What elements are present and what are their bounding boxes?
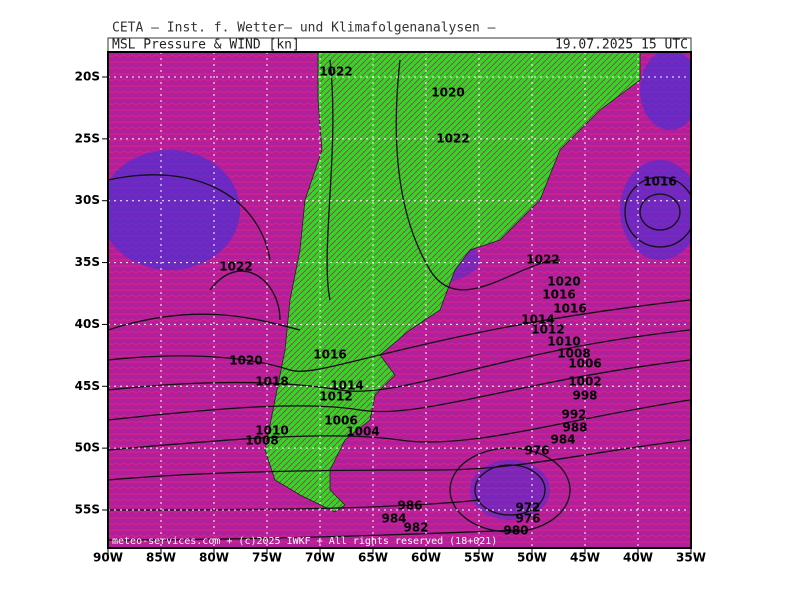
isobar-label: 1022 xyxy=(319,65,352,79)
isobar-label: 1020 xyxy=(229,354,262,368)
isobar-label: 1016 xyxy=(313,348,346,362)
calm-area xyxy=(470,460,550,520)
isobar-label: 1022 xyxy=(526,253,559,267)
calm-area xyxy=(108,150,240,270)
lon-tick-label: 60W xyxy=(411,551,441,565)
lat-tick-label: 25S xyxy=(75,131,100,145)
isobar-label: 976 xyxy=(524,444,549,458)
isobar-label: 972 xyxy=(515,501,540,515)
map-frame xyxy=(107,51,692,549)
lat-tick-label: 35S xyxy=(75,255,100,269)
lon-tick-label: 35W xyxy=(676,551,706,565)
lon-tick-label: 75W xyxy=(252,551,282,565)
isobar-label: 984 xyxy=(550,433,575,447)
lon-tick-label: 45W xyxy=(570,551,600,565)
isobar-label: 1008 xyxy=(557,347,590,361)
isobar-label: 1018 xyxy=(255,375,288,389)
valid-time: 19.07.2025 15 UTC xyxy=(555,38,688,53)
calm-area xyxy=(640,52,691,130)
isobar-label: 976 xyxy=(515,512,540,526)
lon-tick-label: 80W xyxy=(199,551,229,565)
isobar-label: 1016 xyxy=(553,302,586,316)
isobar-label: 1012 xyxy=(319,390,352,404)
product-label: MSL Pressure & WIND [kn] xyxy=(112,38,300,53)
isobar-label: 1008 xyxy=(245,434,278,448)
land xyxy=(264,52,641,513)
lon-tick-label: 70W xyxy=(305,551,335,565)
isobar-label: 1010 xyxy=(255,424,288,438)
isobar-label: 992 xyxy=(561,408,586,422)
isobar-label: 1004 xyxy=(346,425,379,439)
lon-tick-label: 85W xyxy=(146,551,176,565)
lat-tick-label: 40S xyxy=(75,317,100,331)
isobar-label: 1014 xyxy=(330,379,363,393)
isobar-label: 982 xyxy=(403,521,428,535)
isobar-label: 1020 xyxy=(547,275,580,289)
header-title: CETA – Inst. f. Wetter– und Klimafolgena… xyxy=(112,21,496,36)
isobar-label: 1002 xyxy=(568,375,601,389)
isobar-label: 1006 xyxy=(568,357,601,371)
isobar-label: 1012 xyxy=(531,323,564,337)
isobar-label: 980 xyxy=(503,524,528,538)
isobar-label: 1016 xyxy=(542,288,575,302)
isobars xyxy=(108,59,691,541)
credit: meteo-services.com + (c)2025 IWKF + All … xyxy=(112,536,497,547)
lon-tick-label: 55W xyxy=(464,551,494,565)
isobar-label: 984 xyxy=(381,512,406,526)
isobar-label: 1010 xyxy=(547,335,580,349)
isobar-label: 1006 xyxy=(324,414,357,428)
lon-tick-label: 40W xyxy=(623,551,653,565)
lon-tick-label: 65W xyxy=(358,551,388,565)
lat-tick-label: 20S xyxy=(75,70,100,84)
isobar-label: 1022 xyxy=(219,260,252,274)
lat-tick-label: 55S xyxy=(75,502,100,516)
lon-tick-label: 90W xyxy=(93,551,123,565)
isobar-label: 1014 xyxy=(521,313,554,327)
lon-tick-label: 50W xyxy=(517,551,547,565)
isobar-label: 1016 xyxy=(643,175,676,189)
isobar-label: 986 xyxy=(397,499,422,513)
lat-tick-label: 30S xyxy=(75,193,100,207)
map-area xyxy=(108,52,691,548)
lat-tick-label: 50S xyxy=(75,441,100,455)
isobar-label: 998 xyxy=(572,389,597,403)
isobar-label: 1022 xyxy=(436,132,469,146)
lat-tick-label: 45S xyxy=(75,379,100,393)
isobar-label: 1020 xyxy=(431,86,464,100)
isobar-label: 988 xyxy=(562,421,587,435)
